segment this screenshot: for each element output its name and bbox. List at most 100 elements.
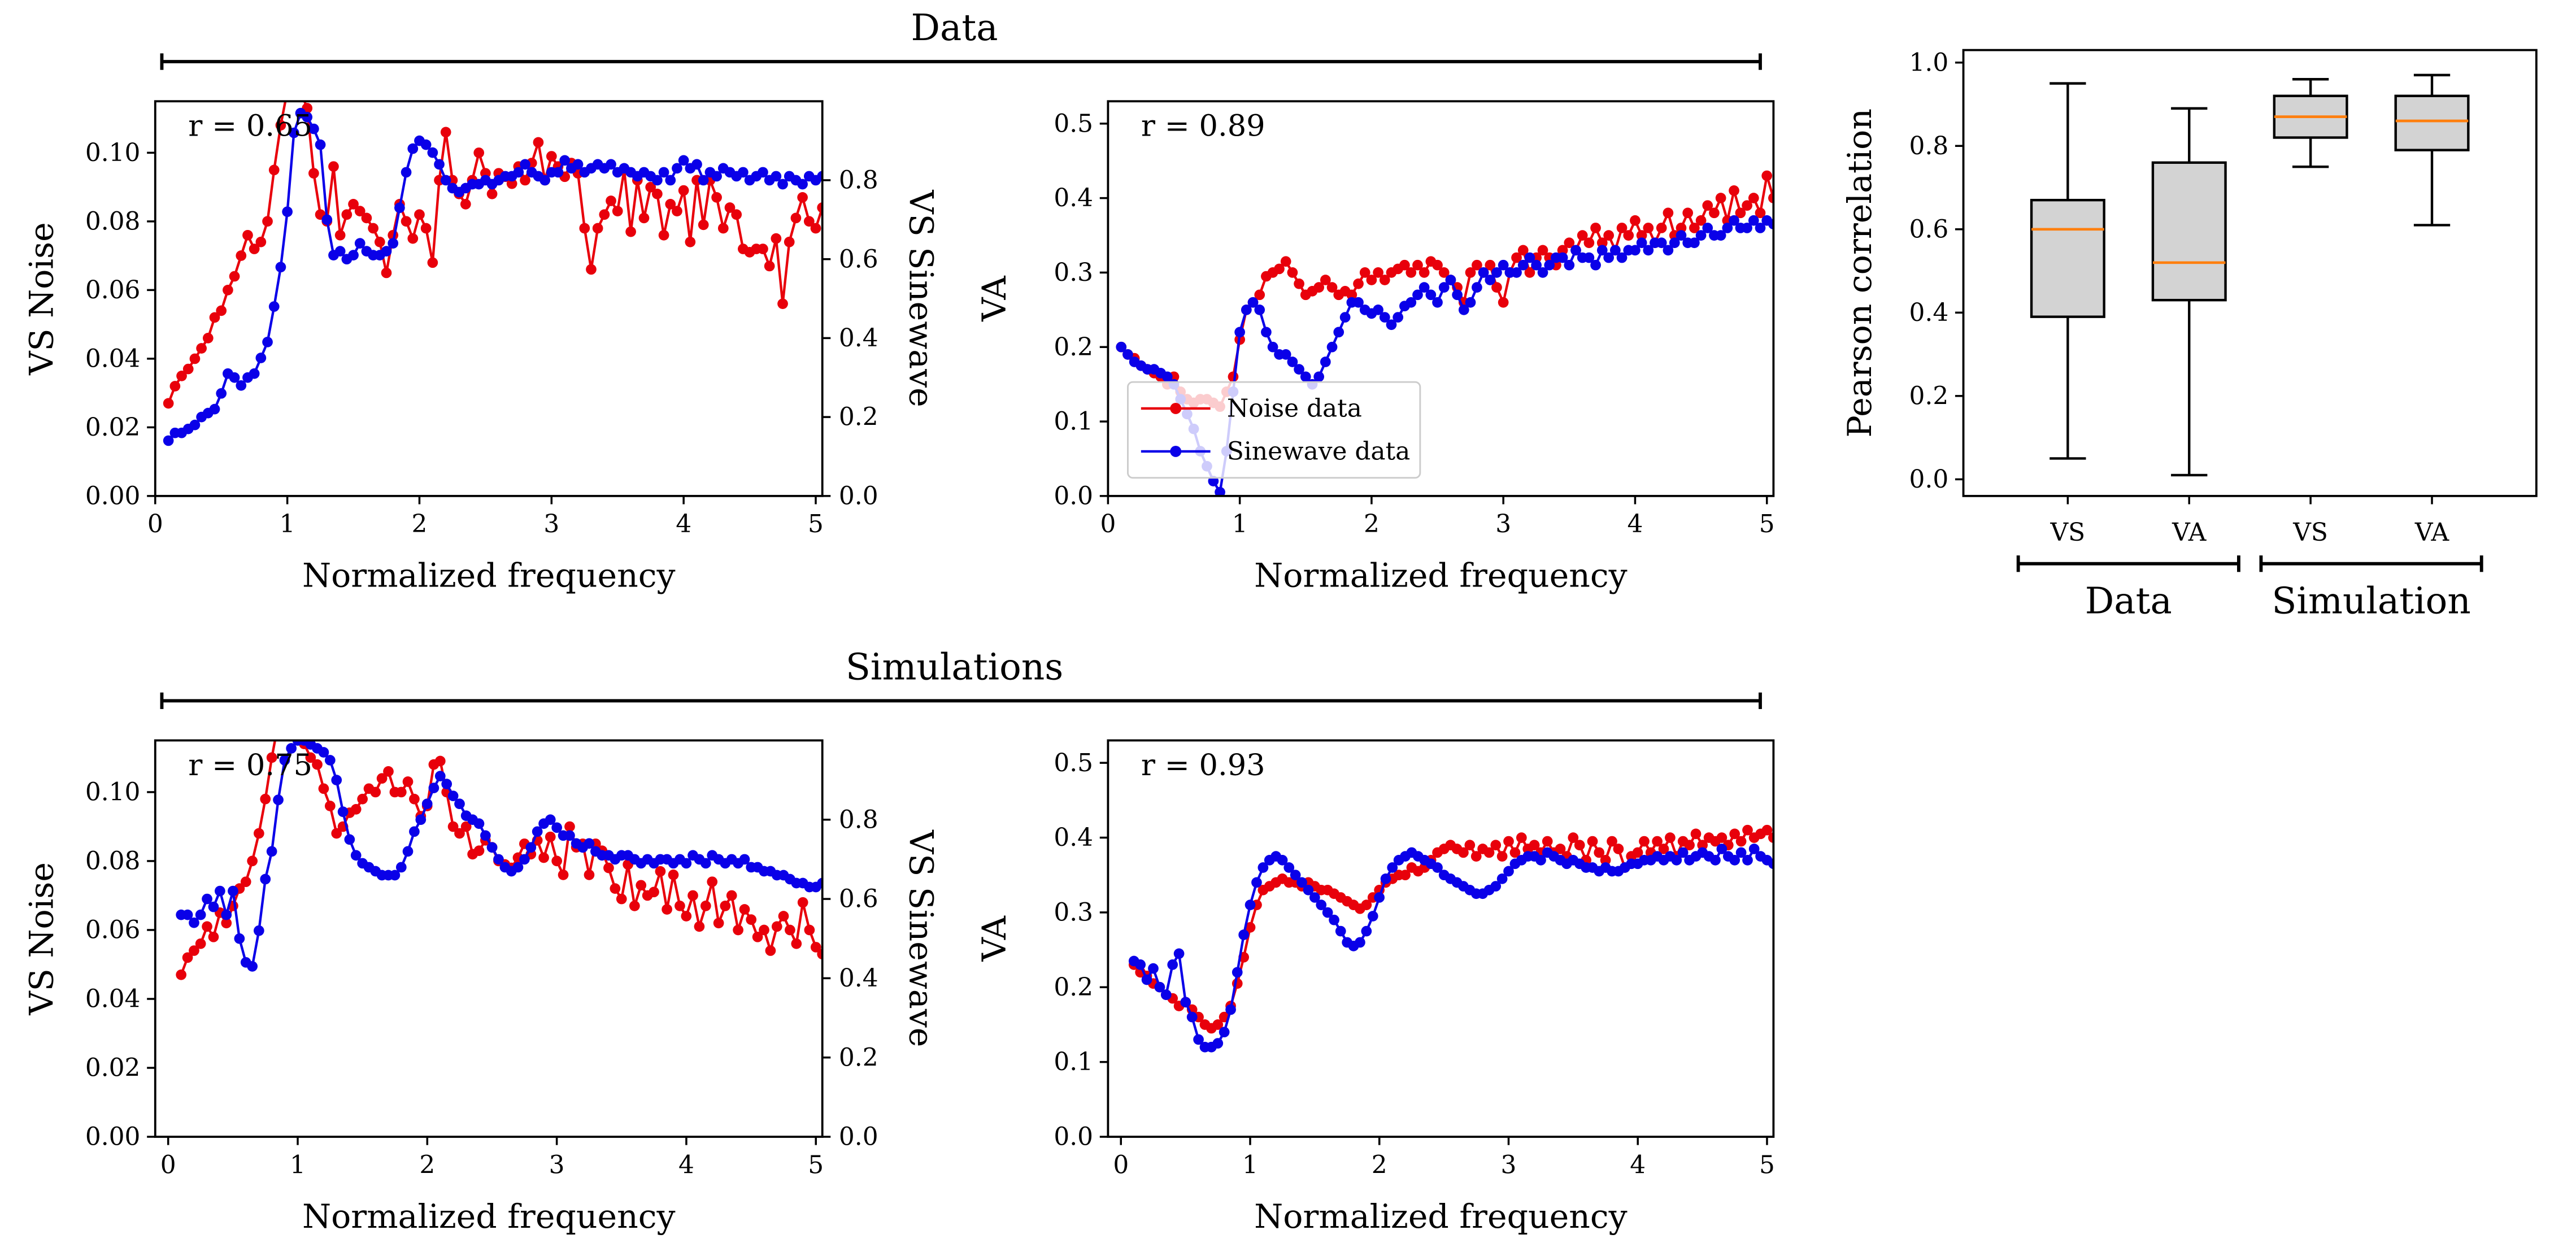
sim-va-point-sine <box>1251 877 1262 888</box>
data-vs-point-noise <box>229 271 240 282</box>
sim-vs-ytick-label: 0.06 <box>85 916 141 945</box>
data-va-ylabel: VA <box>975 276 1013 322</box>
data-va-point-noise <box>1656 223 1667 233</box>
data-va-point-sine <box>1333 327 1344 338</box>
data-vs-point-noise <box>282 86 293 97</box>
data-va-point-sine <box>1695 230 1707 241</box>
sim-va-point-sine <box>1367 911 1378 922</box>
data-vs-xtick-label: 1 <box>280 510 295 538</box>
sim-vs-xtick-label: 4 <box>678 1150 694 1179</box>
data-va-point-noise <box>1485 259 1496 271</box>
sim-va-point-noise <box>1496 851 1508 862</box>
data-vs-point-sine <box>394 202 405 214</box>
data-va-frame <box>1107 100 1775 497</box>
data-vs-point-sine <box>711 171 722 182</box>
sim-va-point-noise <box>1658 844 1669 854</box>
data-vs-ytick-label: 0.10 <box>85 138 141 167</box>
data-va-point-sine <box>1254 305 1265 315</box>
data-vs-point-sine <box>348 250 359 261</box>
sim-vs-point-noise <box>610 883 621 894</box>
data-vs-point-noise <box>295 86 306 97</box>
sim-vs-point-noise <box>733 924 743 936</box>
data-va-point-sine <box>1517 259 1529 271</box>
data-vs-point-noise <box>717 223 729 234</box>
data-va-r-annotation: r = 0.89 <box>1141 109 1265 144</box>
data-va-point-noise <box>1537 245 1548 256</box>
sim-va-point-noise <box>1652 836 1663 847</box>
data-vs-point-sine <box>302 111 313 123</box>
sim-va-frame <box>1107 739 1775 1138</box>
data-va-point-noise <box>1702 200 1713 211</box>
sim-va-point-noise <box>1483 847 1495 858</box>
data-vs-point-sine <box>236 380 247 391</box>
sim-vs-point-sine <box>739 854 750 865</box>
sim-vs-point-noise <box>202 921 212 932</box>
sim-va-point-sine <box>1160 989 1172 1000</box>
sim-va-xtick-label: 4 <box>1630 1150 1646 1179</box>
sim-vs-point-sine <box>519 854 530 865</box>
sim-vs-point-sine <box>434 771 446 781</box>
data-vs-point-noise <box>645 181 656 193</box>
data-va-point-sine <box>1438 282 1450 293</box>
sim-va-point-sine <box>1296 877 1307 888</box>
data-va-legend-marker-noise <box>1170 402 1182 414</box>
data-va-point-sine <box>1537 267 1548 278</box>
data-va-point-sine <box>1465 297 1476 308</box>
sim-vs-point-sine <box>564 830 575 841</box>
sim-va-point-sine <box>1225 1004 1236 1015</box>
sim-vs-point-noise <box>771 921 782 932</box>
data-vs-point-noise <box>268 164 280 176</box>
data-vs-point-noise <box>678 185 689 196</box>
pearson-group-1: Simulation <box>2259 555 2483 622</box>
sim-vs-point-noise <box>357 793 368 805</box>
data-vs-point-sine <box>321 214 333 225</box>
sim-va-ytick-label: 0.3 <box>1054 898 1093 927</box>
pearson-xtick-label: VA <box>2172 518 2207 547</box>
data-vs-point-noise <box>638 212 650 224</box>
data-va-point-sine <box>1326 341 1338 353</box>
sim-va-point-noise <box>1613 844 1624 854</box>
data-va-point-noise <box>1346 289 1357 301</box>
data-vs-point-sine <box>275 262 286 273</box>
sim-vs-point-sine <box>208 901 219 912</box>
data-vs-xtick-label: 4 <box>676 510 691 538</box>
chart-pearson-boxplot: VS VA VS VA 0.0 0.2 0.4 0.6 0.8 1.0 Pearson correl… <box>1840 48 2538 622</box>
data-va-point-sine <box>1406 297 1417 308</box>
sim-vs-point-noise <box>804 924 815 936</box>
sim-vs-point-noise <box>687 890 698 901</box>
data-va-point-sine <box>1596 245 1608 256</box>
data-vs-point-noise <box>202 333 214 344</box>
data-vs-point-sine <box>282 206 293 218</box>
data-vs-point-sine <box>381 246 392 257</box>
sim-vs-point-noise <box>791 938 802 949</box>
data-va-point-sine <box>1116 341 1127 353</box>
data-va-point-noise <box>1353 278 1364 289</box>
data-va-point-noise <box>1623 230 1634 241</box>
sim-va-point-sine <box>1748 844 1760 854</box>
sim-vs-ytick-label: 0.04 <box>85 985 141 1014</box>
sim-vs-point-noise <box>305 752 316 763</box>
data-vs-point-sine <box>209 403 220 415</box>
data-va-point-sine <box>1544 259 1555 271</box>
data-va-point-sine <box>1557 252 1568 263</box>
sim-vs-point-noise <box>318 783 329 794</box>
sim-va-point-noise <box>1574 840 1585 851</box>
data-vs-point-noise <box>216 305 227 316</box>
sim-va-point-noise <box>1529 840 1540 851</box>
data-va-point-sine <box>1603 252 1615 263</box>
data-va-point-noise <box>1643 223 1654 233</box>
data-vs-point-sine <box>354 238 365 249</box>
data-va-point-sine <box>1491 267 1502 278</box>
sim-va-point-noise <box>1458 847 1469 858</box>
data-vs-point-noise <box>652 188 663 199</box>
data-va-point-noise <box>1768 193 1774 203</box>
sim-vs-point-sine <box>480 830 491 841</box>
pearson-iqr-box <box>2394 94 2470 151</box>
data-vs-point-noise <box>473 147 485 158</box>
data-vs-point-noise <box>731 209 742 220</box>
data-va-point-sine <box>1748 215 1759 226</box>
data-va-point-noise <box>1616 223 1628 233</box>
sim-va-point-noise <box>1684 840 1695 851</box>
data-va-point-sine <box>1412 289 1423 301</box>
data-vs-point-sine <box>334 246 346 257</box>
